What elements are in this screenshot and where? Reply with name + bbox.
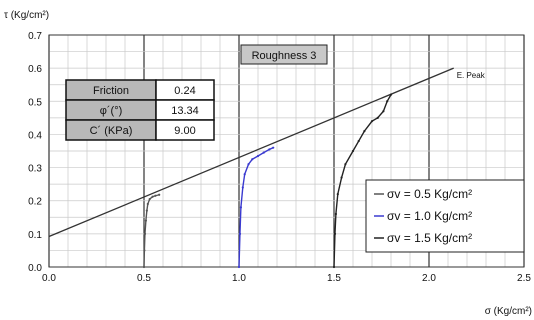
series-point-3 [351, 149, 355, 153]
plot-frame [48, 34, 525, 268]
series-point-1 [154, 194, 157, 197]
chart-title: Roughness 3 [252, 50, 317, 62]
y-tick-label: 0.4 [28, 130, 42, 141]
series-point-2 [251, 158, 254, 161]
series-point-2 [243, 173, 246, 176]
y-tick-label: 0.7 [28, 31, 42, 42]
series-line-1 [143, 194, 160, 268]
chart-title-box: Roughness 3 [240, 44, 328, 65]
series-point-3 [334, 212, 337, 216]
y-axis-label: τ (Kg/cm²) [4, 10, 49, 21]
series-point-3 [340, 176, 343, 179]
peak-envelope-label: E. Peak [457, 71, 486, 80]
series-point-2 [238, 232, 242, 235]
series-point-1 [142, 265, 146, 269]
series-point-2 [239, 206, 242, 209]
param-value: 0.24 [174, 85, 195, 97]
x-tick-label: 1.0 [232, 273, 246, 284]
series-point-1 [158, 193, 161, 196]
param-label: φ´(°) [100, 105, 123, 117]
y-tick-label: 0.5 [28, 97, 42, 108]
series-point-1 [146, 202, 149, 206]
x-tick-label: 0.0 [42, 273, 56, 284]
y-tick-label: 0.3 [28, 164, 42, 175]
series-point-3 [357, 139, 360, 143]
peak-envelope-line [48, 67, 454, 238]
series-point-3 [370, 120, 374, 123]
legend-entry: σv = 1.0 Kg/cm² [387, 209, 472, 223]
y-tick-label: 0.0 [28, 263, 42, 274]
x-tick-label: 2.5 [517, 273, 531, 284]
series-point-3 [389, 93, 393, 96]
series-line-3 [333, 94, 392, 268]
y-tick-label: 0.1 [28, 230, 42, 241]
series-point-1 [148, 197, 151, 201]
series-point-3 [332, 265, 336, 269]
x-axis-label: σ (Kg/cm²) [485, 306, 532, 317]
y-tick-label: 0.6 [28, 64, 42, 75]
series-point-3 [344, 163, 347, 166]
legend-entry: σv = 0.5 Kg/cm² [387, 187, 472, 201]
series-lines: E. Peak [48, 67, 486, 269]
series-point-3 [386, 100, 389, 103]
series-point-3 [363, 130, 366, 133]
param-label: C´ (KPa) [90, 125, 133, 137]
series-point-2 [268, 148, 271, 151]
series-point-3 [333, 232, 337, 235]
y-tick-label: 0.2 [28, 197, 42, 208]
series-point-2 [256, 154, 260, 158]
series-line-2 [238, 147, 274, 268]
series-point-2 [237, 265, 241, 269]
series-point-3 [336, 192, 339, 196]
series-point-3 [382, 110, 385, 113]
x-tick-label: 0.5 [137, 273, 151, 284]
x-tick-label: 1.5 [327, 273, 341, 284]
series-point-1 [143, 249, 146, 252]
series-point-2 [262, 151, 265, 154]
series-point-1 [145, 209, 148, 212]
param-value: 9.00 [174, 125, 195, 137]
legend: σv = 0.5 Kg/cm² σv = 1.0 Kg/cm² σv = 1.5 K… [365, 179, 525, 253]
series-point-2 [241, 186, 244, 189]
series-point-1 [151, 195, 154, 198]
legend-entry: σv = 1.5 Kg/cm² [387, 231, 472, 245]
tick-labels: 0.0 0.5 1.0 1.5 2.0 2.5 0.0 0.1 0.2 0.3 0.4 0.5 0.6 0… [28, 31, 531, 284]
series-point-1 [143, 232, 147, 235]
series-point-1 [144, 219, 147, 222]
param-label: Friction [93, 85, 129, 97]
param-value: 13.34 [171, 105, 199, 117]
x-tick-label: 2.0 [422, 273, 436, 284]
series-point-2 [272, 146, 275, 149]
param-value-cell [155, 119, 215, 141]
axes [48, 34, 525, 268]
series-point-3 [376, 116, 379, 119]
parameters-table: Friction 0.24 φ´(°) 13.34 C´ (KPa) 9.00 [65, 79, 215, 141]
series-point-2 [247, 163, 250, 166]
